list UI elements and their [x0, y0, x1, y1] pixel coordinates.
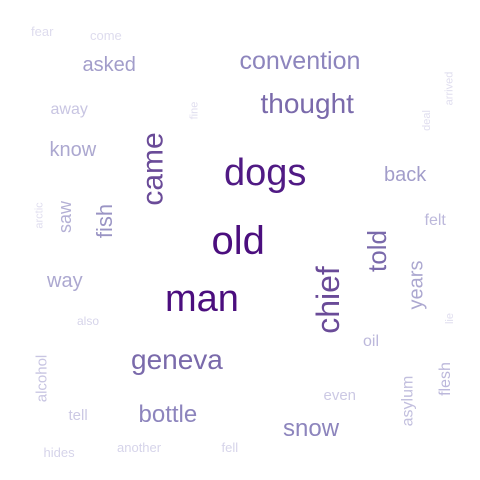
word-bottle: bottle	[138, 401, 198, 428]
word-fish: fish	[92, 203, 118, 239]
word-arctic: arctic	[33, 201, 46, 229]
word-fine: fine	[188, 101, 201, 119]
word-know: know	[49, 139, 97, 161]
word-told: told	[361, 230, 392, 272]
word-geneva: geneva	[131, 344, 223, 375]
word-fell: fell	[221, 439, 239, 455]
word-snow: snow	[283, 415, 340, 442]
word-dogs: dogs	[224, 152, 307, 194]
word-another: another	[117, 439, 162, 455]
word-years: years	[404, 260, 427, 310]
word-thought: thought	[260, 88, 354, 119]
word-come: come	[90, 27, 122, 43]
word-chief: chief	[309, 266, 346, 334]
word-fear: fear	[31, 23, 54, 39]
word-man: man	[165, 278, 239, 320]
word-also: also	[77, 314, 100, 328]
word-came: came	[136, 132, 170, 206]
word-asylum: asylum	[398, 375, 416, 427]
word-alcohol: alcohol	[33, 354, 51, 402]
word-flesh: flesh	[436, 362, 454, 396]
word-oil: oil	[363, 333, 380, 350]
word-old: old	[211, 219, 265, 263]
word-convention: convention	[239, 46, 361, 75]
word-arrived: arrived	[443, 71, 456, 105]
word-even: even	[323, 386, 357, 404]
word-way: way	[47, 270, 83, 292]
word-back: back	[384, 164, 427, 186]
word-tell: tell	[68, 406, 88, 424]
word-saw: saw	[55, 200, 76, 234]
word-hides: hides	[43, 444, 75, 460]
word-away: away	[50, 101, 88, 118]
word-deal: deal	[420, 109, 433, 131]
word-asked: asked	[82, 54, 136, 76]
word-lie: lie	[443, 312, 456, 324]
word-felt: felt	[424, 212, 446, 229]
